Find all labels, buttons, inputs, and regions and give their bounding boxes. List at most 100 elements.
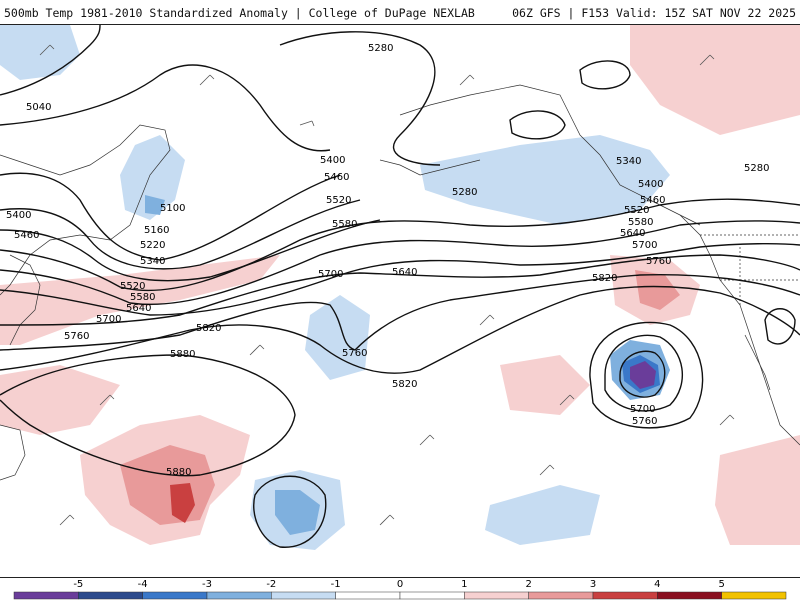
anomaly-blue-se bbox=[485, 485, 600, 545]
contour-5580 bbox=[0, 220, 800, 306]
coastline-na-west bbox=[679, 214, 800, 446]
contour-label: 5520 bbox=[624, 205, 649, 216]
coastline-aleutians bbox=[379, 159, 481, 176]
wind-barb bbox=[479, 314, 495, 326]
colorbar-swatch bbox=[528, 591, 594, 600]
wind-barb bbox=[39, 44, 55, 56]
contour-label: 5700 bbox=[96, 314, 121, 325]
map-canvas: 5040 5280 5100 5160 5220 5340 5400 5460 … bbox=[0, 25, 800, 550]
anomaly-blue-asia-core bbox=[145, 195, 165, 215]
colorbar-tick-label: 3 bbox=[590, 579, 596, 590]
anomaly-red-se bbox=[715, 435, 800, 545]
contour-label: 5340 bbox=[140, 256, 165, 267]
anomaly-blue-centralpacific bbox=[305, 295, 370, 380]
colorbar-tick-label: 2 bbox=[525, 579, 531, 590]
contour-label: 5820 bbox=[196, 323, 221, 334]
contour-label: 5460 bbox=[14, 230, 39, 241]
anomaly-darkred-south bbox=[170, 483, 195, 523]
colorbar-tick-label: 4 bbox=[654, 579, 660, 590]
contour-label: 5220 bbox=[140, 240, 165, 251]
anomaly-red-west bbox=[0, 365, 120, 435]
colorbar-swatch bbox=[592, 591, 658, 600]
contour-label: 5820 bbox=[592, 273, 617, 284]
contour-5520 bbox=[0, 198, 800, 292]
contour-5280-nw bbox=[0, 64, 331, 152]
contour-label: 5580 bbox=[130, 292, 155, 303]
colorbar-tick-label: -3 bbox=[202, 579, 212, 590]
wind-barb bbox=[59, 514, 75, 526]
colorbar-tick-label: 1 bbox=[461, 579, 467, 590]
contour-label: 5580 bbox=[628, 217, 653, 228]
contour-label: 5400 bbox=[6, 210, 31, 221]
header-bar: 500mb Temp 1981-2010 Standardized Anomal… bbox=[0, 0, 800, 24]
contour-label: 5460 bbox=[324, 172, 349, 183]
anomaly-red-mid bbox=[500, 355, 590, 415]
map-title: 500mb Temp 1981-2010 Standardized Anomal… bbox=[4, 6, 475, 20]
anomaly-blue-asia bbox=[120, 135, 185, 220]
colorbar-swatch bbox=[464, 591, 529, 600]
colorbar-swatch bbox=[142, 591, 208, 600]
colorbar-swatch bbox=[399, 591, 465, 600]
wind-barbs bbox=[39, 44, 735, 526]
contour-label: 5160 bbox=[144, 225, 169, 236]
contour-5760 bbox=[0, 273, 800, 351]
anomaly-blue-south-core bbox=[275, 490, 320, 535]
contour-label: 5280 bbox=[452, 187, 477, 198]
contour-label: 5460 bbox=[640, 195, 665, 206]
wind-barb bbox=[249, 344, 265, 356]
anomaly-purple-low-center bbox=[630, 361, 656, 389]
contour-5700 bbox=[0, 254, 800, 326]
contour-label: 5640 bbox=[392, 267, 417, 278]
height-contours bbox=[0, 25, 800, 548]
colorbar-tick-label: 5 bbox=[718, 579, 724, 590]
contour-label: 5340 bbox=[616, 156, 641, 167]
colorbar-tick-label: 0 bbox=[397, 579, 403, 590]
wind-barb bbox=[199, 74, 215, 86]
contour-label: 5700 bbox=[630, 404, 655, 415]
anomaly-red-ne bbox=[630, 25, 800, 135]
contour-5640 bbox=[0, 243, 800, 316]
coastline-south-island bbox=[0, 424, 26, 481]
anomaly-blue-nw bbox=[0, 25, 80, 80]
anomaly-shading bbox=[0, 25, 800, 550]
contour-5280-closed-ne bbox=[579, 60, 631, 90]
contour-5280-closed-n bbox=[509, 110, 566, 140]
contour-label: 5820 bbox=[392, 379, 417, 390]
contour-label: 5760 bbox=[632, 416, 657, 427]
contour-labels: 5040 5280 5100 5160 5220 5340 5400 5460 … bbox=[6, 43, 769, 478]
colorbar-swatch bbox=[335, 591, 401, 600]
coastline-japan bbox=[9, 254, 41, 346]
contour-label: 5040 bbox=[26, 102, 51, 113]
coastline-asia bbox=[0, 124, 171, 296]
colorbar-tick-label: -5 bbox=[73, 579, 83, 590]
colorbar-swatch bbox=[206, 591, 272, 600]
wind-barb bbox=[419, 434, 435, 446]
contour-label: 5760 bbox=[342, 348, 367, 359]
colorbar-swatch bbox=[657, 591, 722, 600]
contour-label: 5640 bbox=[126, 303, 151, 314]
contour-label: 5760 bbox=[646, 256, 671, 267]
contour-label: 5880 bbox=[170, 349, 195, 360]
contour-label: 5580 bbox=[332, 219, 357, 230]
anomaly-colorbar: -5 -4 -3 -2 -1 0 1 2 3 4 5 bbox=[0, 576, 800, 600]
colorbar-swatch bbox=[13, 591, 79, 600]
anomaly-blue-aleutian bbox=[420, 135, 670, 225]
colorbar-tick-label: -1 bbox=[331, 579, 341, 590]
wind-barb bbox=[719, 414, 735, 426]
contour-label: 5400 bbox=[638, 179, 663, 190]
colorbar-swatches bbox=[13, 591, 787, 600]
anomaly-red-coast-core bbox=[635, 270, 680, 310]
contour-5820 bbox=[0, 285, 800, 374]
contour-low-inner bbox=[619, 350, 666, 398]
colorbar-swatch bbox=[78, 591, 143, 600]
contour-label: 5520 bbox=[120, 281, 145, 292]
wind-barb bbox=[99, 394, 115, 406]
contour-closed-south bbox=[253, 475, 327, 548]
contour-label: 5640 bbox=[620, 228, 645, 239]
colorbar-swatch bbox=[271, 591, 336, 600]
contour-label: 5880 bbox=[166, 467, 191, 478]
contour-5340-w bbox=[0, 172, 341, 261]
coastline-baja bbox=[744, 334, 771, 391]
wind-barb bbox=[459, 74, 475, 86]
wind-barb bbox=[379, 514, 395, 526]
